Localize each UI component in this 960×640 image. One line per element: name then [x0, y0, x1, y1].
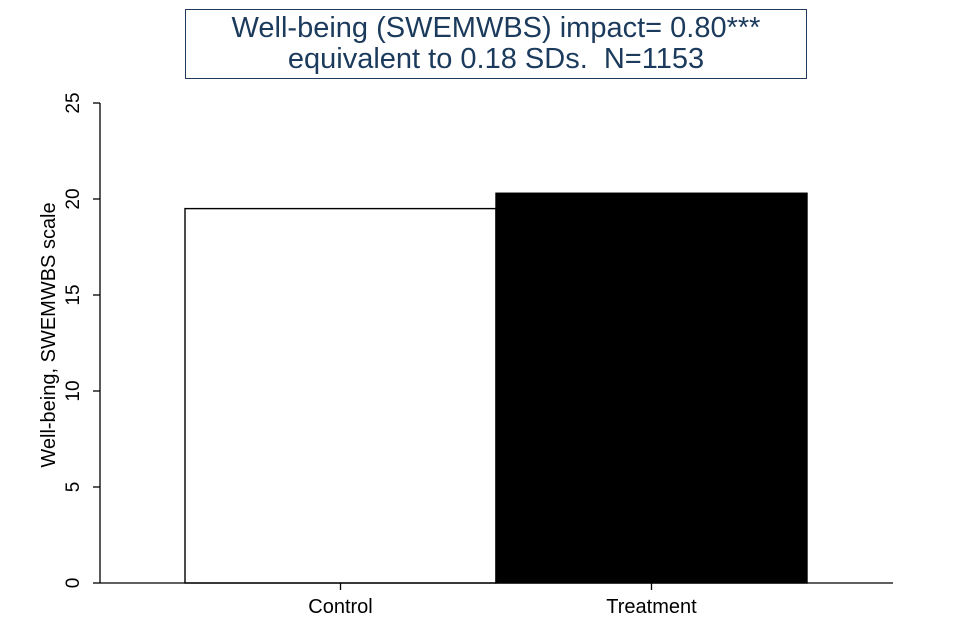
y-tick-label-0: 0 — [63, 578, 84, 589]
x-tick-label-control: Control — [308, 596, 372, 618]
y-axis-label: Well-being, SWEMWBS scale — [38, 202, 60, 467]
y-tick-label-10: 10 — [63, 380, 84, 401]
x-tick-label-treatment: Treatment — [606, 596, 697, 618]
bar-treatment — [495, 192, 808, 584]
chart-title-line-1: Well-being (SWEMWBS) impact= 0.80*** — [231, 12, 761, 44]
bar-control — [184, 207, 497, 584]
y-tick-label-15: 15 — [63, 284, 84, 305]
chart-title-line-2: equivalent to 0.18 SDs. N=1153 — [287, 43, 705, 75]
y-tick-label-25: 25 — [63, 92, 84, 113]
y-tick-label-5: 5 — [63, 482, 84, 493]
y-tick-label-20: 20 — [63, 188, 84, 209]
chart-title: Well-being (SWEMWBS) impact= 0.80*** equ… — [185, 9, 807, 79]
